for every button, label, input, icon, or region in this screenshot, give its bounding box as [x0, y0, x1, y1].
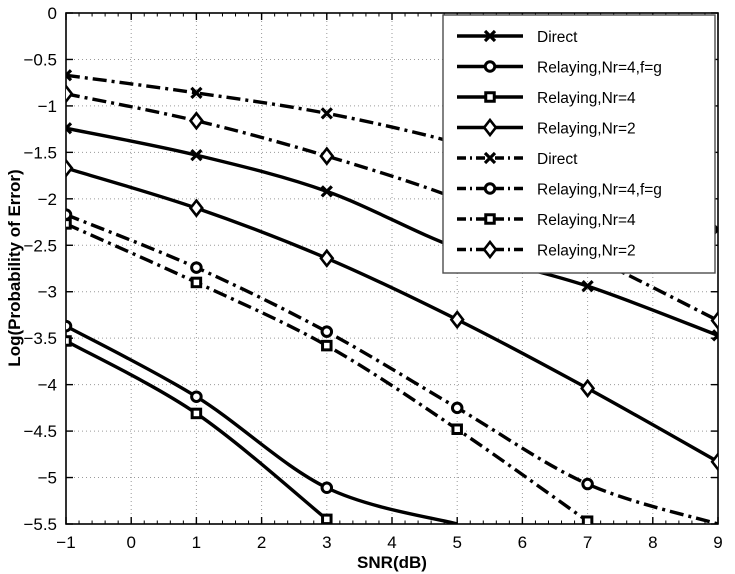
legend-item-4[interactable]: Direct	[457, 151, 578, 168]
legend-label: Relaying,Nr=4	[537, 212, 636, 229]
series-3-solid-diamond	[66, 158, 718, 472]
data-point-marker-diamond	[449, 309, 465, 330]
data-point-marker-circle	[483, 60, 497, 73]
data-point-marker-diamond	[580, 378, 596, 398]
y-tick-label: −1.5	[23, 143, 57, 162]
legend-item-7[interactable]: Relaying,Nr=2	[457, 239, 636, 260]
x-tick-label: −1	[56, 533, 75, 552]
legend-label: Relaying,Nr=4,f=g	[537, 182, 662, 199]
data-point-marker-circle	[66, 208, 73, 221]
data-point-marker-diamond	[188, 198, 204, 218]
x-axis-tick-labels: −1 0 1 2 3 4 5 6 7 8 9	[56, 533, 722, 552]
data-point-marker-circle	[581, 477, 594, 491]
x-tick-label: 7	[583, 533, 592, 552]
legend-item-0[interactable]: Direct	[457, 29, 578, 46]
data-point-marker-x	[66, 69, 73, 82]
legend-label: Relaying,Nr=4,f=g	[537, 60, 662, 77]
data-point-marker-x	[483, 151, 497, 165]
legend-label: Relaying,Nr=2	[537, 243, 636, 260]
y-axis-tick-labels: 0 −0.5 −1 −1.5 −2 −2.5 −3 −3.5 −4 −4.5 −5 −5.5	[23, 4, 57, 534]
x-tick-label: 1	[192, 533, 201, 552]
x-tick-label: 9	[713, 533, 722, 552]
data-point-marker-x	[483, 29, 497, 43]
data-point-marker-square	[66, 218, 72, 230]
series-line	[66, 213, 718, 524]
data-point-marker-x	[711, 329, 718, 342]
data-point-marker-x	[190, 149, 203, 162]
y-tick-label: −2.5	[23, 236, 57, 255]
series-line	[66, 126, 718, 337]
legend-label: Direct	[537, 151, 578, 168]
data-point-marker-diamond	[710, 452, 718, 472]
series-6-dashdot-square	[66, 218, 594, 524]
x-tick-label: 8	[648, 533, 657, 552]
legend-item-6[interactable]: Relaying,Nr=4	[457, 212, 636, 229]
y-tick-label: −4	[38, 376, 57, 395]
y-tick-label: −5.5	[23, 515, 57, 534]
y-tick-label: −3	[38, 283, 57, 302]
series-2-solid-square	[66, 335, 333, 524]
series-line	[66, 222, 589, 523]
x-axis-title: SNR(dB)	[357, 553, 427, 572]
legend-label: Direct	[537, 29, 578, 46]
data-point-marker-circle	[320, 325, 334, 338]
legend-label: Relaying,Nr=2	[537, 121, 636, 138]
x-tick-label: 2	[257, 533, 266, 552]
legend-item-2[interactable]: Relaying,Nr=4	[457, 90, 636, 107]
y-tick-label: −3.5	[23, 329, 57, 348]
x-tick-label: 0	[126, 533, 135, 552]
series-1-solid-circle	[66, 319, 458, 524]
legend-label: Relaying,Nr=4	[537, 90, 636, 107]
x-tick-label: 3	[322, 533, 331, 552]
legend-item-1[interactable]: Relaying,Nr=4,f=g	[457, 60, 662, 77]
data-point-marker-diamond	[319, 248, 335, 268]
x-tick-label: 5	[452, 533, 461, 552]
data-point-marker-diamond	[710, 310, 718, 331]
data-point-marker-square	[451, 423, 463, 435]
legend-item-5[interactable]: Relaying,Nr=4,f=g	[457, 182, 662, 199]
data-point-marker-diamond	[66, 84, 74, 104]
data-point-marker-square	[190, 276, 203, 289]
data-point-marker-diamond	[482, 117, 498, 138]
series-line	[66, 166, 718, 464]
data-point-marker-square	[321, 513, 333, 524]
data-point-marker-x	[66, 122, 73, 135]
data-point-marker-circle	[320, 481, 334, 495]
data-point-marker-x	[581, 280, 594, 293]
data-point-marker-square	[581, 515, 594, 524]
data-point-marker-circle	[66, 319, 73, 333]
data-point-marker-diamond	[66, 158, 74, 178]
series-5-dashdot-circle	[66, 208, 718, 524]
data-point-marker-circle	[483, 182, 497, 195]
chart-legend: Direct Relaying,Nr=4,f=g Relaying,Nr=4 Rela…	[442, 14, 716, 274]
data-point-marker-circle	[450, 401, 464, 415]
y-tick-label: −2	[38, 190, 57, 209]
legend-box	[442, 14, 716, 274]
y-tick-label: −5	[38, 469, 57, 488]
data-point-marker-square	[66, 335, 72, 347]
y-tick-label: 0	[48, 4, 57, 23]
data-point-marker-square	[484, 213, 496, 225]
data-point-marker-square	[321, 339, 333, 352]
data-point-marker-diamond	[482, 239, 498, 260]
data-point-marker-square	[484, 91, 496, 103]
x-tick-label: 4	[387, 533, 396, 552]
y-tick-label: −0.5	[23, 50, 57, 69]
data-point-marker-square	[190, 407, 203, 420]
data-point-marker-x	[320, 107, 333, 120]
series-line	[66, 324, 458, 524]
data-point-marker-circle	[190, 390, 203, 403]
data-point-marker-circle	[190, 261, 203, 274]
legend-item-3[interactable]: Relaying,Nr=2	[457, 117, 636, 138]
data-point-marker-diamond	[319, 146, 335, 166]
data-point-marker-x	[320, 185, 333, 198]
y-axis-title: Log(Probability of Error)	[5, 169, 24, 366]
data-point-marker-x	[190, 86, 203, 100]
data-point-marker-diamond	[188, 111, 204, 131]
y-tick-label: −1	[38, 97, 57, 116]
y-tick-label: −4.5	[23, 422, 57, 441]
x-tick-label: 6	[518, 533, 527, 552]
